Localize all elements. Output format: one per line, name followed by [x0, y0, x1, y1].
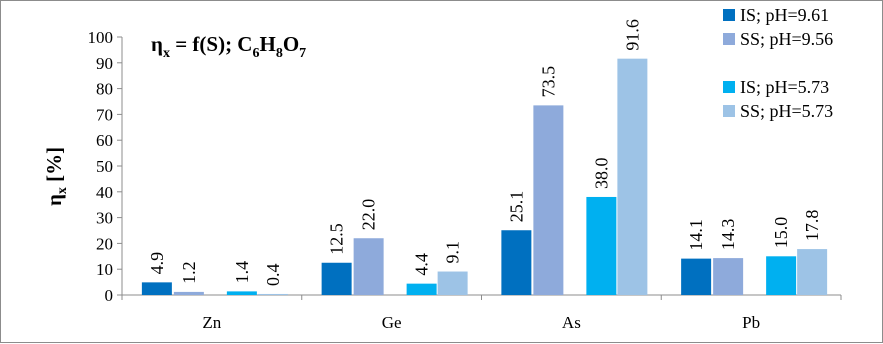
bars [141, 58, 828, 296]
legend: IS; pH=9.61 SS; pH=9.56 IS; pH=5.73 SS; pH=… [723, 5, 833, 121]
y-axis-label: ηx [%] [42, 147, 70, 206]
y-tick-label: 60 [96, 131, 113, 150]
y-tick-label: 10 [96, 260, 113, 279]
data-label: 91.6 [622, 19, 642, 51]
data-label: 1.4 [232, 261, 252, 284]
legend-label: IS; pH=5.73 [740, 77, 829, 97]
legend-label: IS; pH=9.61 [740, 5, 829, 25]
bar [681, 258, 712, 295]
data-label: 15.0 [771, 217, 791, 249]
bar [617, 58, 648, 296]
data-label: 9.1 [443, 241, 463, 264]
y-tick-label: 70 [96, 105, 113, 124]
data-label: 4.4 [412, 253, 432, 276]
bar [226, 291, 257, 295]
data-label: 22.0 [359, 199, 379, 231]
legend-swatch [723, 9, 735, 21]
x-tick-label: Zn [202, 313, 221, 332]
legend-swatch [723, 81, 735, 93]
y-tick-label: 30 [96, 209, 113, 228]
data-labels: 4.9 1.2 1.4 0.4 12.5 22.0 4.4 9.1 25.1 73.5 38.0 91… [147, 19, 822, 286]
data-label: 0.4 [263, 263, 283, 286]
y-tick-label: 80 [96, 80, 113, 99]
data-label: 38.0 [591, 157, 611, 189]
bar [321, 262, 352, 295]
bar [257, 293, 288, 295]
y-tick-label: 20 [96, 234, 113, 253]
bar [713, 258, 744, 295]
y-tick-label: 40 [96, 183, 113, 202]
bar [533, 105, 564, 296]
data-label: 73.5 [538, 66, 558, 98]
bar [501, 230, 532, 295]
y-tick-label: 50 [96, 157, 113, 176]
data-label: 14.1 [686, 219, 706, 251]
data-label: 12.5 [327, 223, 347, 255]
legend-swatch [723, 105, 735, 117]
legend-label: SS; pH=9.56 [740, 29, 833, 49]
bar [141, 282, 172, 295]
legend-swatch [723, 33, 735, 45]
chart-title: ηx = f(S); C6H8O7 [151, 32, 306, 61]
bar [797, 249, 828, 295]
bar [173, 291, 204, 295]
y-tick-label: 90 [96, 54, 113, 73]
bar [406, 283, 437, 295]
x-tick-label: Ge [382, 313, 402, 332]
y-tick-label: 100 [88, 28, 114, 47]
data-label: 17.8 [802, 210, 822, 242]
axes: 0 10 20 30 40 50 60 70 80 90 100 Zn Ge As Pb [88, 28, 842, 332]
x-tick-label: As [562, 313, 581, 332]
bar [586, 196, 617, 295]
y-tick-label: 0 [105, 286, 114, 305]
data-label: 14.3 [718, 219, 738, 251]
data-label: 4.9 [147, 252, 167, 275]
data-label: 25.1 [506, 191, 526, 223]
x-tick-label: Pb [742, 313, 760, 332]
legend-label: SS; pH=5.73 [740, 101, 833, 121]
bar [353, 238, 384, 295]
data-label: 1.2 [179, 261, 199, 284]
bar [437, 271, 468, 295]
bar [766, 256, 797, 295]
